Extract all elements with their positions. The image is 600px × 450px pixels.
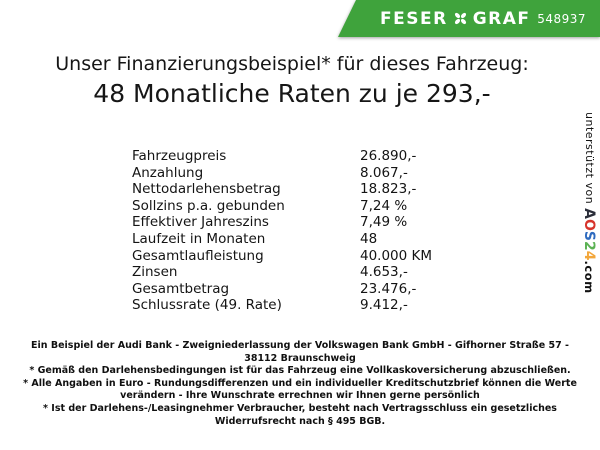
dealer-logo: FESER GRAF	[380, 9, 531, 29]
aos24-letter: 2	[581, 241, 597, 251]
aos24-letter: S	[581, 230, 597, 242]
table-row-label: Gesamtbetrag	[132, 280, 230, 297]
legal-footer: Ein Beispiel der Audi Bank - Zweignieder…	[22, 340, 578, 428]
table-row-value: 9.412,-	[360, 297, 408, 314]
headline-rate: 48 Monatliche Raten zu je 293,-	[93, 79, 491, 108]
aos24-letter: O	[581, 219, 597, 231]
table-row-label: Nettodarlehensbetrag	[132, 181, 281, 198]
legal-paragraph: * Ist der Darlehens-/Leasingnehmer Verbr…	[43, 402, 557, 427]
aos24-letter: 4	[581, 250, 597, 261]
headline: Unser Finanzierungsbeispiel* für dieses …	[0, 51, 584, 109]
headline-subtitle: Unser Finanzierungsbeispiel* für dieses …	[55, 53, 529, 75]
table-row-value: 23.476,-	[360, 280, 417, 297]
table-row-value: 26.890,-	[360, 148, 417, 164]
offer-number: 548937	[537, 11, 586, 26]
table-row-label: Zinsen	[132, 264, 178, 281]
dealer-logo-right: GRAF	[472, 8, 531, 29]
dealer-logo-left: FESER	[380, 8, 448, 29]
table-row-value: 40.000 KM	[360, 247, 433, 264]
table-row-label: Laufzeit in Monaten	[132, 230, 266, 247]
table-row-label: Effektiver Jahreszins	[132, 214, 269, 231]
table-row-label: Schlussrate (49. Rate)	[132, 297, 282, 314]
table-row-value: 7,49 %	[360, 214, 408, 231]
dealer-banner-ribbon: FESER GRAF 548937	[338, 0, 600, 37]
table-row-value: 8.067,-	[360, 164, 408, 181]
table-row-value: 18.823,-	[360, 181, 417, 198]
aos24-letter: A	[581, 208, 597, 220]
powered-by-text: unterstützt von	[583, 112, 596, 209]
aos24-logo: AOS24	[581, 208, 597, 260]
table-row-value: 4.653,-	[360, 264, 408, 281]
table-row-label: Fahrzeugpreis	[132, 148, 227, 164]
table-row-value: 7,24 %	[360, 197, 408, 214]
table-row-value: 48	[360, 230, 378, 247]
legal-paragraph: * Alle Angaben in Euro - Rundungsdiffere…	[23, 377, 577, 402]
dealer-banner: FESER GRAF 548937	[338, 0, 600, 37]
powered-by-credit: unterstützt von AOS24.com	[581, 112, 597, 294]
aos24-domain-suffix: .com	[582, 260, 596, 294]
table-row-label: Gesamtlaufleistung	[132, 247, 264, 264]
finance-table: Fahrzeugpreis 26.890,- Anzahlung 8.067,-…	[132, 148, 432, 314]
table-row-label: Sollzins p.a. gebunden	[132, 197, 285, 214]
table-row-label: Anzahlung	[132, 164, 204, 181]
clover-icon	[454, 12, 466, 25]
legal-paragraph: * Gemäß den Darlehensbedingungen ist für…	[29, 365, 571, 377]
legal-paragraph: Ein Beispiel der Audi Bank - Zweignieder…	[31, 340, 569, 364]
